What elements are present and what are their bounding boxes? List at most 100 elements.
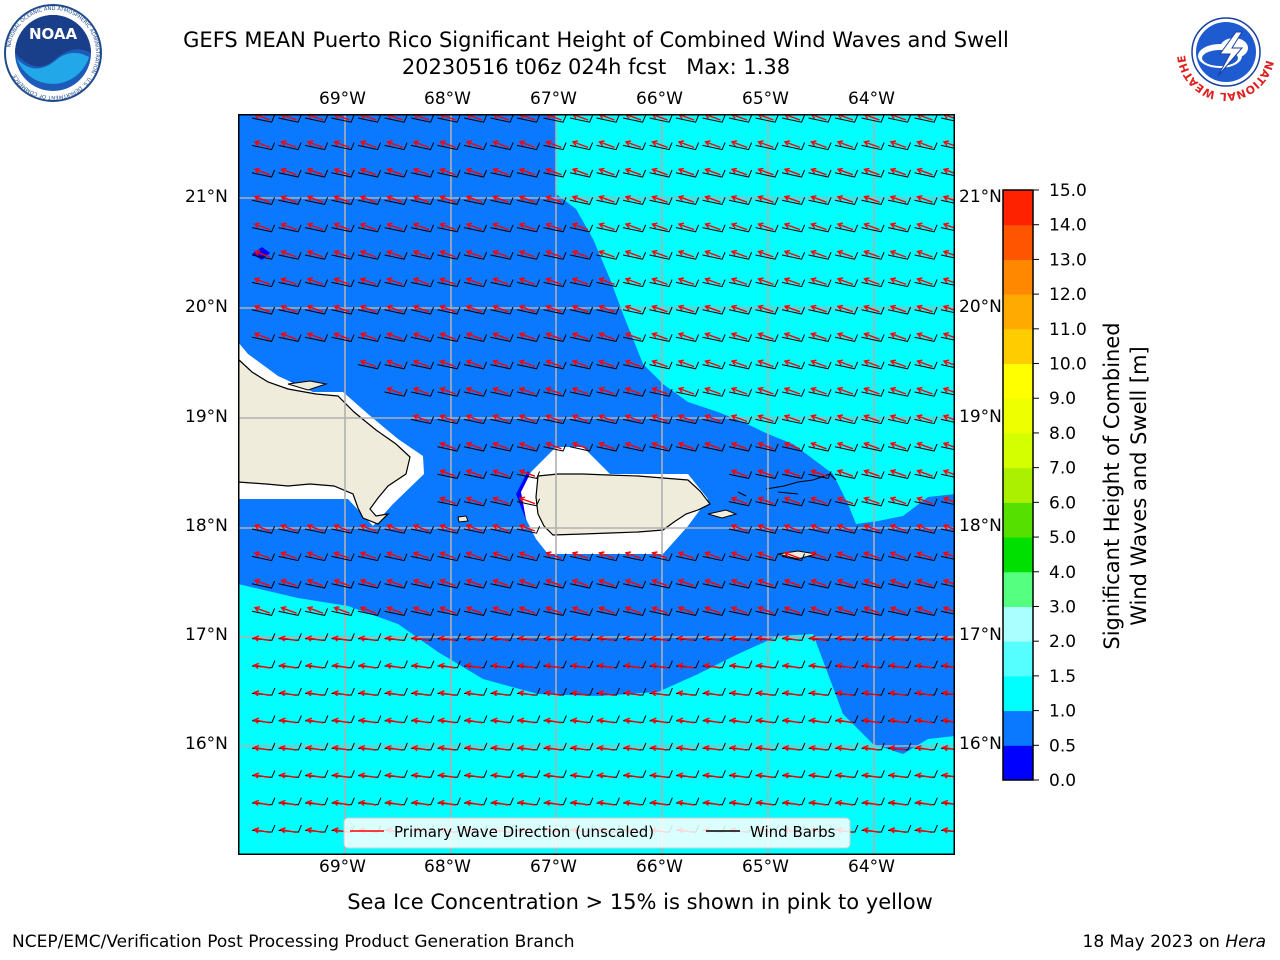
wind-barb <box>596 115 620 123</box>
wind-barb <box>887 169 912 178</box>
wind-barb <box>410 416 435 425</box>
wave-direction-arrow <box>757 441 774 450</box>
wind-barb <box>940 117 955 122</box>
wave-direction-arrow <box>624 222 642 231</box>
wave-direction-arrow <box>782 744 801 752</box>
wave-direction-arrow <box>916 386 933 395</box>
wave-direction-arrow <box>651 551 668 560</box>
wave-direction-arrow <box>545 606 562 614</box>
wave-direction-arrow <box>305 635 324 642</box>
footer-date: 18 May 2023 on Hera <box>1082 932 1267 952</box>
wind-barb <box>543 361 567 370</box>
wind-barb <box>251 169 276 178</box>
wind-barb <box>251 252 276 260</box>
wind-barb <box>463 142 488 151</box>
wave-direction-arrow <box>730 140 748 149</box>
wind-barb <box>728 608 753 616</box>
wave-direction-arrow <box>941 772 955 779</box>
wave-direction-arrow <box>517 799 536 807</box>
wave-direction-arrow <box>491 635 509 642</box>
wave-direction-arrow <box>729 662 748 670</box>
wind-barb <box>410 197 435 205</box>
wave-direction-arrow <box>624 386 642 395</box>
wind-barb <box>516 169 541 178</box>
wind-barb <box>278 169 302 178</box>
colorbar-segment <box>1003 398 1033 434</box>
wave-direction-arrow <box>305 772 324 779</box>
wind-barb <box>781 471 806 479</box>
wave-direction-arrow <box>916 414 933 423</box>
wave-direction-arrow <box>704 249 721 258</box>
wave-direction-arrow <box>491 799 509 807</box>
wind-barb <box>808 580 832 589</box>
wave-direction-arrow <box>862 717 880 724</box>
wave-direction-arrow <box>835 662 854 670</box>
wave-direction-arrow <box>810 496 827 505</box>
wind-barb <box>808 416 832 425</box>
wind-barb <box>463 115 488 123</box>
colorbar-segment <box>1003 224 1033 260</box>
wave-direction-arrow <box>783 195 801 203</box>
wave-direction-arrow <box>306 551 324 560</box>
wave-direction-arrow <box>756 662 774 670</box>
lon-label-bottom: 65°W <box>742 857 789 877</box>
wind-barb <box>834 443 859 452</box>
wave-direction-arrow <box>730 551 748 560</box>
wave-direction-arrow <box>704 140 721 149</box>
colorbar-segment <box>1003 675 1033 712</box>
wave-direction-arrow <box>651 222 668 231</box>
wind-barb <box>331 279 355 288</box>
wave-direction-arrow <box>386 222 403 231</box>
wave-direction-arrow <box>411 635 430 642</box>
wind-barb <box>887 443 912 452</box>
wind-barb <box>331 224 355 233</box>
wave-direction-arrow <box>942 469 955 476</box>
wave-direction-arrow <box>810 277 827 286</box>
wind-barb <box>755 197 779 205</box>
wave-direction-arrow <box>412 167 430 176</box>
wind-barb <box>384 389 408 397</box>
lat-label-left: 16°N <box>185 734 228 754</box>
wave-direction-arrow <box>386 277 403 286</box>
wave-direction-arrow <box>942 414 955 421</box>
wave-direction-arrow <box>916 578 933 587</box>
wave-direction-arrow <box>810 551 827 560</box>
wave-direction-arrow <box>650 772 668 779</box>
wave-direction-arrow <box>888 827 907 834</box>
wave-direction-arrow <box>333 304 350 313</box>
wave-direction-arrow <box>863 441 880 450</box>
wind-barb <box>940 281 955 286</box>
wave-direction-arrow <box>810 140 827 149</box>
wind-barb <box>596 279 620 288</box>
wave-direction-arrow <box>810 386 827 395</box>
wave-direction-arrow <box>571 359 589 368</box>
wave-direction-arrow <box>253 222 271 231</box>
wind-barb <box>331 197 355 205</box>
wave-direction-arrow <box>385 744 403 752</box>
wave-direction-arrow <box>916 496 933 505</box>
wave-direction-arrow <box>518 523 536 532</box>
colorbar-tick-label: 13.0 <box>1049 250 1087 270</box>
wind-barb <box>490 306 514 315</box>
wind-barb <box>834 580 859 589</box>
wind-barb <box>596 443 620 452</box>
wind-barb <box>887 389 912 397</box>
wave-direction-arrow <box>889 386 907 395</box>
wind-barb <box>940 144 955 149</box>
wave-direction-arrow <box>412 332 430 340</box>
wave-direction-arrow <box>704 277 721 286</box>
wind-barb <box>675 306 700 315</box>
wave-direction-arrow <box>677 578 695 587</box>
wind-barb <box>251 580 276 589</box>
wind-barb <box>781 169 806 178</box>
wave-direction-arrow <box>836 167 854 176</box>
wave-direction-arrow <box>439 140 456 149</box>
wind-barb <box>357 115 382 123</box>
wind-barb <box>357 279 382 288</box>
wind-barb <box>702 252 726 260</box>
wave-direction-arrow <box>863 578 880 587</box>
wave-direction-arrow <box>439 606 456 614</box>
wave-direction-arrow <box>439 551 456 560</box>
wave-direction-arrow <box>545 359 562 368</box>
wind-barb <box>728 361 753 370</box>
